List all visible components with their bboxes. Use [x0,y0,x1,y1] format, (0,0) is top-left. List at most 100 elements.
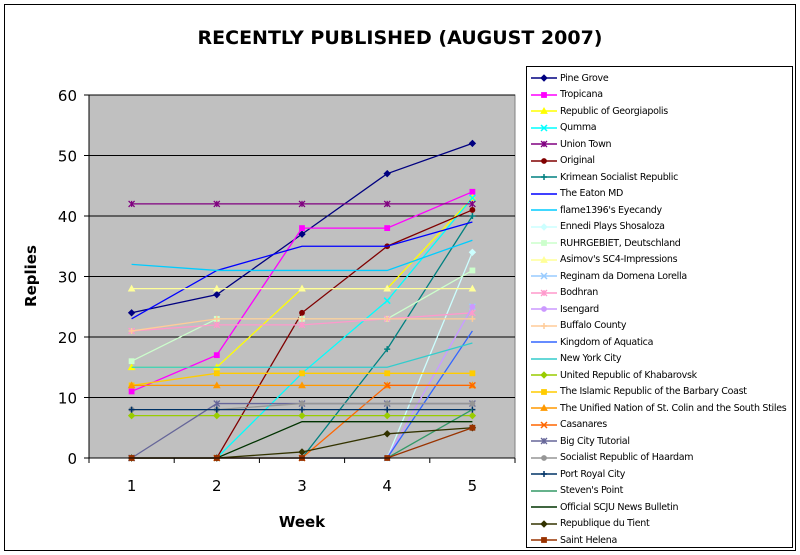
legend-swatch [531,471,557,478]
series-point [469,370,476,377]
x-tick-label: 4 [382,477,392,495]
series-point [540,223,548,231]
series-point [468,381,476,389]
series-point [299,406,305,413]
series-point [540,255,548,263]
legend-label: Union Town [560,138,612,150]
series-point [128,200,136,208]
legend-swatch [531,240,557,247]
legend-label: The Unified Nation of St. Colin and the … [560,402,787,414]
series-11 [127,284,477,292]
legend-label: United Republic of Khabarovsk [560,369,697,381]
series-point [469,424,476,431]
series-point [298,230,306,238]
series-point [213,400,221,408]
legend-swatch [531,174,557,181]
legend-item: The Eaton MD [527,186,792,203]
series-17 [131,342,473,368]
legend-item: Port Royal City [527,466,792,483]
legend-swatch [531,490,557,492]
legend-item: Casanares [527,417,792,434]
legend-label: New York City [560,353,622,365]
legend-swatch [531,506,557,508]
legend-item: Ennedi Plays Shosaloza [527,219,792,236]
legend-label: Qumma [560,122,597,134]
series-point [213,352,220,359]
legend-item: Kingdom of Aquatica [527,334,792,351]
y-tick-label: 40 [58,208,77,226]
legend-item: Republic of Georgiapolis [527,103,792,120]
series-18 [127,411,477,420]
legend-label: flame1396's Eyecandy [560,204,662,216]
series-point [540,520,548,528]
series-point [384,406,391,413]
legend-swatch [531,193,557,195]
series-point [540,404,548,412]
series-point [299,315,305,322]
legend-label: Steven's Point [560,485,624,497]
series-point [383,411,391,420]
x-tick-label: 3 [297,477,307,495]
series-point [540,107,548,115]
legend-swatch [531,341,557,343]
series-point [469,207,476,213]
series-8 [131,239,473,272]
legend-item: Union Town [527,136,792,153]
legend-label: Buffalo County [560,320,627,332]
x-tick-label: 1 [127,477,137,495]
legend-label: Original [560,155,595,167]
series-point [541,91,547,98]
legend-swatch [531,520,557,528]
y-tick-label: 50 [58,148,77,166]
series-point [299,400,305,407]
series-point [299,370,305,377]
legend-item: Pine Grove [527,70,792,87]
legend-label: Ennedi Plays Shosaloza [560,221,665,233]
series-point [384,346,391,353]
series-line [131,342,473,368]
y-tick-label: 0 [67,450,77,468]
series-point [541,174,547,181]
series-0 [127,139,477,317]
legend-swatch [531,124,557,132]
legend-swatch [531,358,557,360]
series-point [541,306,547,313]
series-point [213,200,221,208]
legend-label: Isengard [560,303,599,315]
legend-item: The Unified Nation of St. Colin and the … [527,400,792,417]
series-point [383,169,391,178]
series-point [541,471,547,478]
legend-label: Casanares [560,419,607,431]
series-point [540,124,548,132]
legend-label: Pine Grove [560,72,609,84]
legend-swatch [531,157,557,164]
legend-item: The Islamic Republic of the Barbary Coas… [527,384,792,401]
legend-item: United Republic of Khabarovsk [527,367,792,384]
legend-swatch [531,322,557,329]
series-point [128,406,135,413]
legend-item: Bodhran [527,285,792,302]
chart-title: RECENTLY PUBLISHED (AUGUST 2007) [198,27,603,49]
legend-label: Republic of Georgiapolis [560,105,668,117]
series-point [127,284,136,292]
legend-swatch [531,454,557,461]
series-point [469,267,476,274]
legend-swatch [531,255,557,263]
legend-item: New York City [527,351,792,368]
legend-swatch [531,537,557,544]
series-point [127,411,136,420]
series-point [468,139,477,148]
series-point [468,200,476,208]
series-point [468,194,476,202]
legend-swatch [531,388,557,395]
legend-item: Krimean Socialist Republic [527,169,792,186]
series-point [540,437,548,445]
legend-label: Big City Tutorial [560,435,630,447]
series-point [469,213,476,219]
series-24 [128,406,476,413]
legend-item: Big City Tutorial [527,433,792,450]
legend-swatch [531,272,557,280]
legend-swatch [531,289,557,297]
series-7 [131,221,473,320]
series-point [383,381,391,389]
